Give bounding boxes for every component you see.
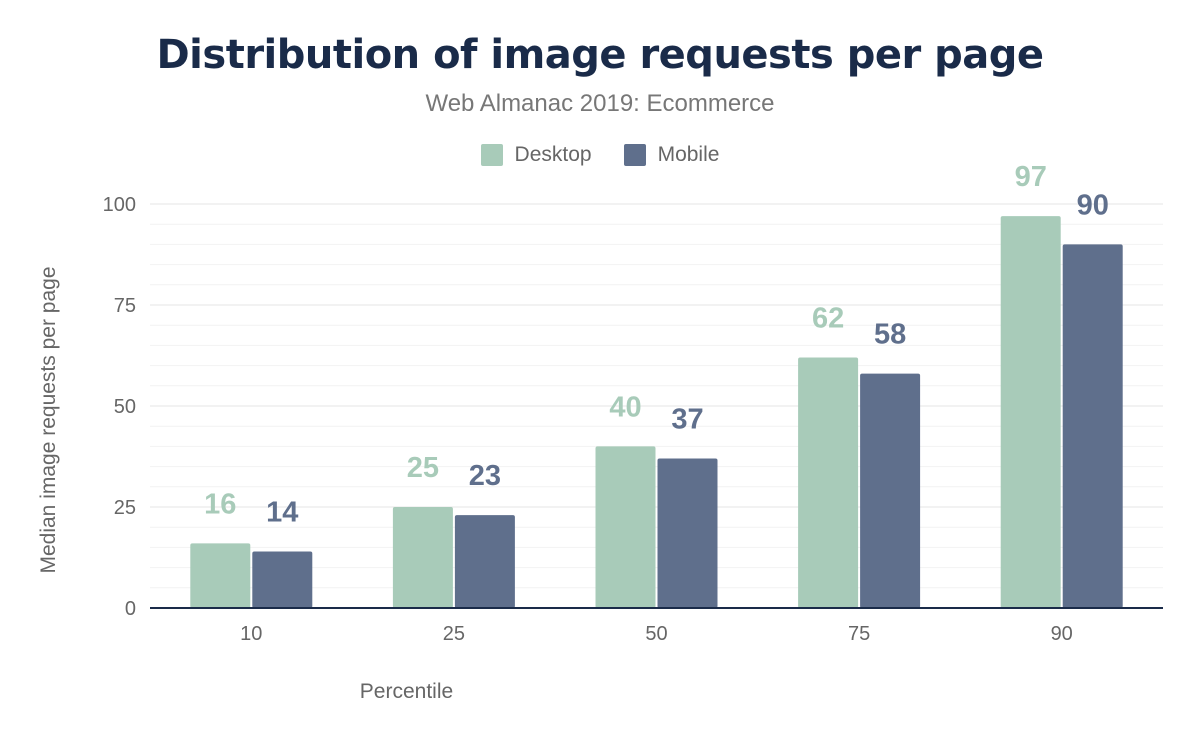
y-tick-label: 75 [114,295,136,317]
data-label-desktop: 97 [1015,161,1047,193]
x-tick-label: 50 [645,623,667,645]
chart-title: Distribution of image requests per page [156,32,1044,78]
x-tick-label: 10 [240,623,262,645]
bar-desktop [190,543,251,608]
bar-desktop [392,507,453,608]
legend-item-desktop[interactable]: Desktop [480,143,592,167]
data-label-desktop: 40 [609,391,641,423]
legend-label-desktop: Desktop [514,143,592,166]
bar-mobile [1062,244,1123,608]
data-label-desktop: 62 [812,303,844,335]
data-label-mobile: 90 [1077,189,1109,221]
bar-desktop [1000,216,1061,608]
x-tick-label: 90 [1051,623,1073,645]
legend-label-mobile: Mobile [657,143,720,166]
chart-subtitle: Web Almanac 2019: Ecommerce [425,90,775,117]
bar-desktop [595,446,656,608]
y-tick-label: 0 [125,598,136,620]
bar-mobile [454,515,515,608]
bar-mobile [860,373,921,608]
legend: Desktop Mobile [0,143,1200,167]
x-axis-title: Percentile [360,680,453,703]
bar-mobile [657,458,718,608]
y-tick-label: 100 [103,194,136,216]
x-tick-label: 25 [443,623,465,645]
data-label-mobile: 14 [266,496,298,528]
y-tick-label: 25 [114,497,136,519]
legend-item-mobile[interactable]: Mobile [623,143,720,167]
legend-swatch-desktop [480,144,503,166]
y-tick-label: 50 [114,396,136,418]
data-label-desktop: 16 [204,488,236,520]
x-tick-label: 75 [848,623,870,645]
data-label-mobile: 37 [671,404,703,436]
bar-desktop [798,357,859,608]
y-axis-title: Median image requests per page [37,266,60,573]
bar-mobile [252,551,313,608]
legend-swatch-mobile [623,144,646,166]
data-label-mobile: 23 [469,460,501,492]
data-label-desktop: 25 [407,452,439,484]
data-label-mobile: 58 [874,319,906,351]
